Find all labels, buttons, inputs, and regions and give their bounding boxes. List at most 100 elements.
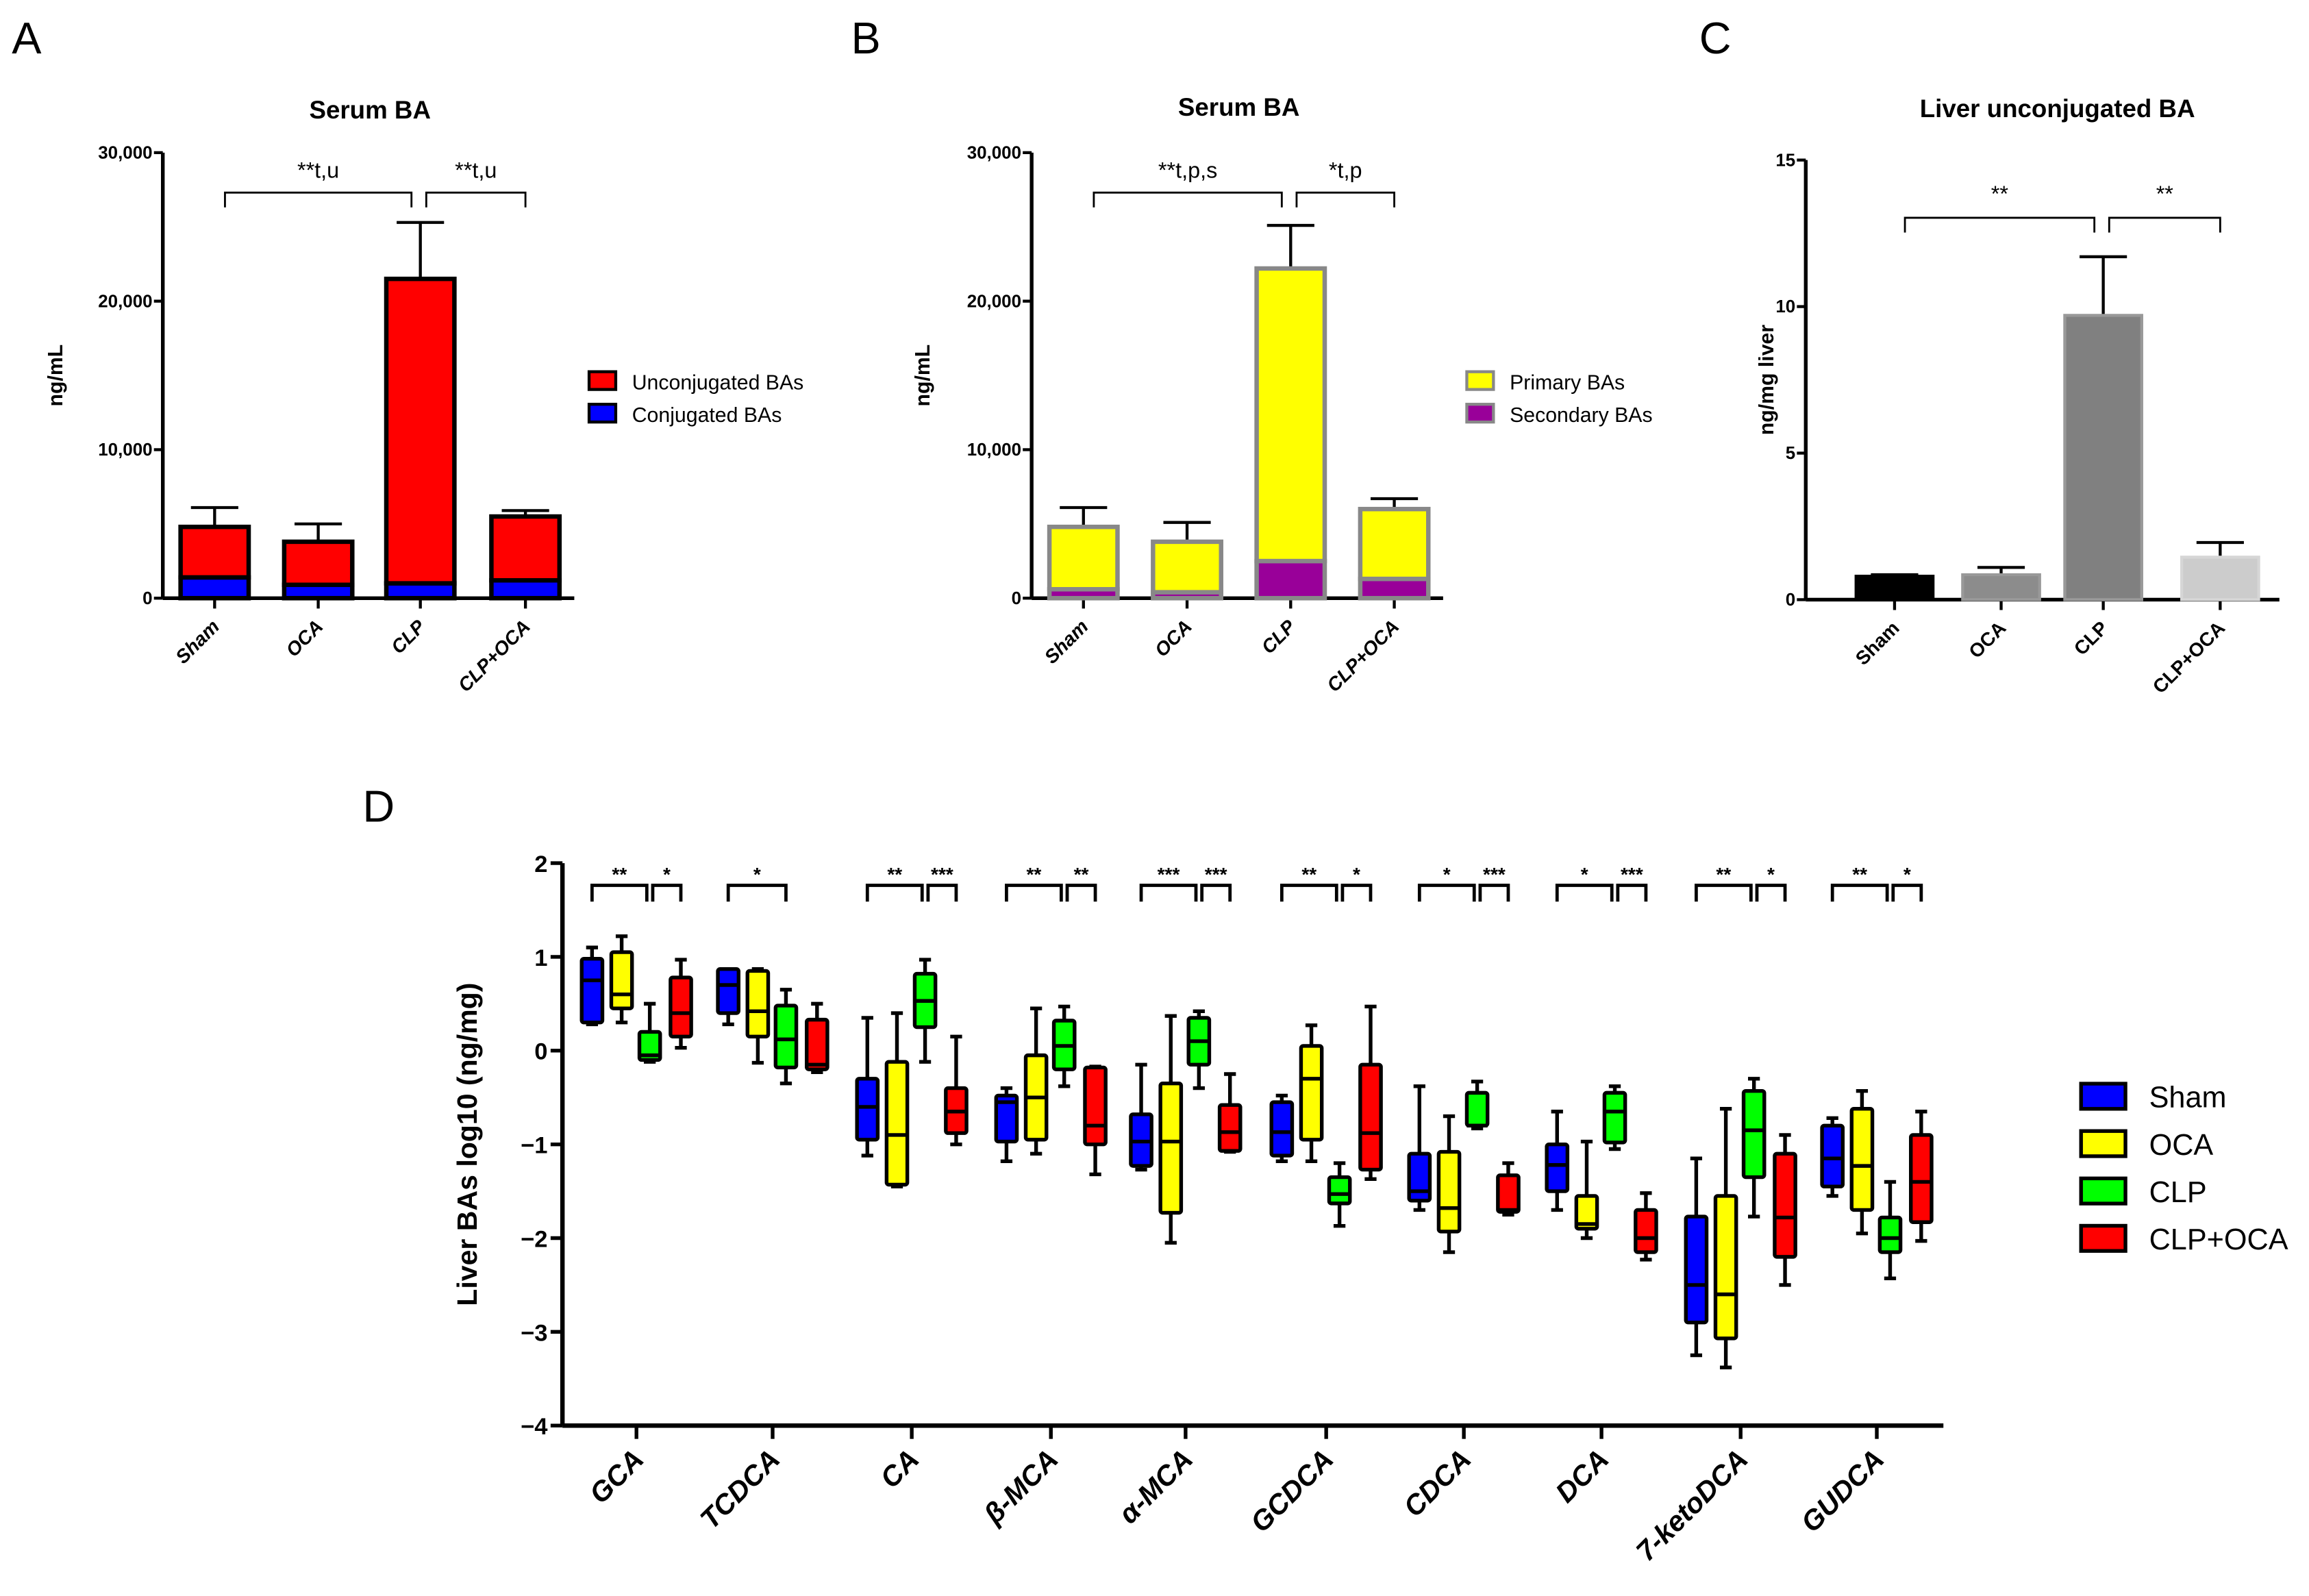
box-sham [1545, 1110, 1570, 1212]
y-tick-label: 5 [1786, 444, 1795, 463]
box-sham [1129, 1062, 1153, 1172]
x-tick-label: CLP [2070, 617, 2112, 660]
y-axis-label: Liver BAs log10 (ng/mg) [451, 983, 483, 1306]
bar-segment-primary-bas [1254, 266, 1327, 564]
y-tick-label: 30,000 [967, 143, 1021, 162]
x-tick-label: CDCA [1397, 1443, 1477, 1523]
x-tick-label: CLP [1258, 616, 1300, 658]
box-iqr [1574, 1194, 1599, 1231]
box-iqr [773, 1003, 799, 1070]
significance-label: ** [612, 864, 627, 885]
significance-label: *** [1621, 864, 1643, 885]
bar-segment-primary-bas [1047, 524, 1120, 592]
box-iqr [1545, 1142, 1570, 1193]
legend-label: OCA [2149, 1129, 2214, 1162]
x-tick-label: Sham [1040, 616, 1093, 668]
significance-bracket [926, 884, 958, 902]
box-clp-oca [1358, 1004, 1383, 1181]
box-oca [1023, 1006, 1049, 1156]
significance-bracket [1139, 884, 1198, 902]
bar-segment-conjugated-bas [489, 578, 562, 601]
legend-label: Sham [2149, 1082, 2227, 1114]
significance-bracket [425, 191, 527, 208]
legend-label: Primary BAs [1510, 372, 1625, 395]
significance-bracket [224, 191, 413, 208]
box-clp-oca [1083, 1064, 1108, 1177]
box-iqr [1496, 1173, 1521, 1214]
box-iqr [579, 956, 605, 1025]
box-iqr [1741, 1088, 1767, 1180]
x-tick-label: CLP+OCA [1323, 616, 1403, 696]
bar-segment-primary-bas [1358, 506, 1431, 582]
significance-bracket [1280, 884, 1338, 902]
panel-label-d: D [362, 782, 395, 832]
x-tick-label: GCA [583, 1443, 649, 1510]
y-axis-label: ng/mL [912, 345, 934, 407]
box-iqr [855, 1077, 880, 1142]
significance-label: *** [931, 864, 953, 885]
bar-segment-secondary-bas [1358, 576, 1431, 601]
box-oca [1849, 1088, 1875, 1236]
box-clp [1327, 1161, 1352, 1228]
box-clp [1051, 1004, 1077, 1088]
box-clp [1877, 1180, 1903, 1281]
x-tick-label: GUDCA [1795, 1443, 1890, 1538]
box-sham [1684, 1156, 1709, 1358]
significance-bracket [1065, 884, 1097, 902]
box-iqr [745, 969, 771, 1038]
significance-label: *** [1205, 864, 1227, 885]
bar-segment-unconjugated-bas [489, 514, 562, 583]
legend-label: Secondary BAs [1510, 404, 1653, 427]
box-iqr [1713, 1194, 1738, 1341]
bar-segment-unconjugated-bas [384, 276, 457, 586]
significance-bracket [1891, 884, 1923, 902]
significance-label: **t,u [297, 158, 339, 183]
box-clp-oca [1496, 1161, 1521, 1217]
y-tick-label: −2 [521, 1226, 547, 1252]
box-oca [1713, 1106, 1738, 1370]
y-tick-label: 10 [1775, 297, 1795, 316]
y-tick-label: 15 [1775, 151, 1795, 170]
y-tick-label: 30,000 [98, 143, 152, 162]
x-tick-label: OCA [282, 616, 327, 661]
significance-bracket [1478, 884, 1510, 902]
bar [2063, 314, 2143, 601]
box-iqr [716, 967, 740, 1015]
legend-swatch [1465, 403, 1495, 424]
box-iqr [1299, 1044, 1324, 1142]
box-iqr [1269, 1100, 1295, 1158]
box-clp-oca [1634, 1191, 1658, 1262]
significance-label: *t,p [1329, 158, 1362, 183]
y-tick-label: 0 [1786, 590, 1795, 610]
y-tick-label: 10,000 [98, 440, 152, 460]
box-sham [1269, 1093, 1295, 1163]
significance-label: ** [1301, 864, 1316, 885]
chart-title: Serum BA [309, 96, 431, 124]
significance-bracket [865, 884, 924, 902]
legend-swatch [1465, 370, 1495, 391]
bar [1961, 573, 2041, 601]
significance-label: ** [1026, 864, 1041, 885]
box-clp-oca [804, 1001, 829, 1074]
box-iqr [1684, 1214, 1709, 1325]
box-iqr [804, 1017, 829, 1071]
significance-label: ** [1852, 864, 1867, 885]
significance-bracket [1616, 884, 1648, 902]
box-oca [609, 934, 634, 1025]
bar-segment-secondary-bas [1254, 558, 1327, 601]
box-iqr [637, 1030, 662, 1062]
x-tick-label: OCA [1964, 617, 2010, 662]
legend-label: Conjugated BAs [632, 404, 782, 427]
chart-b-serum-ba-primary-secondary: Serum BA ng/mL 0 10,000 20,000 30,000 Sham OCA C… [912, 93, 1653, 696]
x-tick-label: Sham [171, 616, 223, 668]
box-clp [773, 988, 799, 1086]
x-tick-label: 7-ketoDCA [1630, 1443, 1754, 1567]
box-clp-oca [669, 958, 693, 1050]
y-tick-label: 20,000 [98, 292, 152, 311]
bar-segment-unconjugated-bas [178, 524, 251, 580]
significance-label: ** [1074, 864, 1089, 885]
significance-label: ** [1716, 864, 1731, 885]
box-iqr [1602, 1090, 1627, 1145]
significance-label: ** [887, 864, 902, 885]
